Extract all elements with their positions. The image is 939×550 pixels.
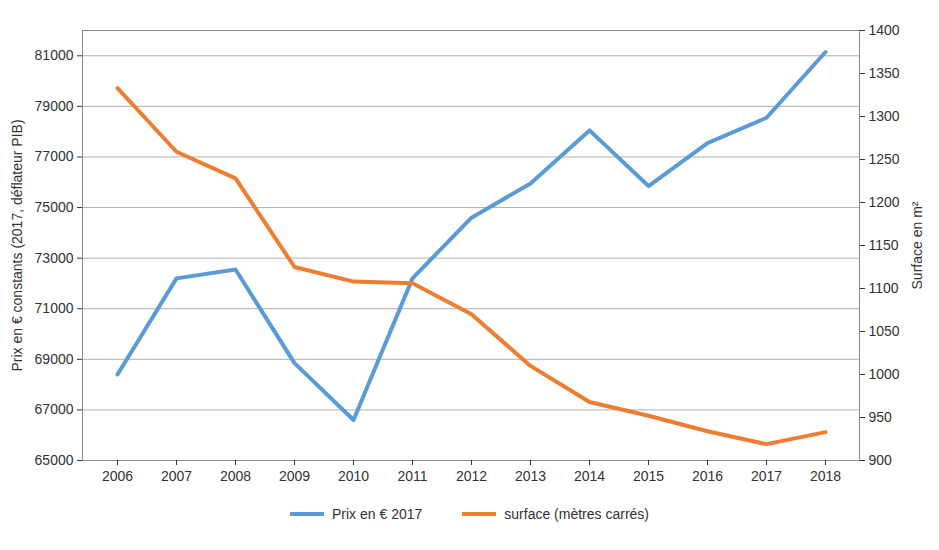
svg-text:77000: 77000 xyxy=(35,148,74,164)
svg-text:1150: 1150 xyxy=(869,237,899,253)
svg-text:950: 950 xyxy=(869,409,893,425)
svg-text:2011: 2011 xyxy=(397,468,427,484)
svg-text:75000: 75000 xyxy=(35,199,74,215)
svg-text:1050: 1050 xyxy=(869,323,900,339)
svg-text:1100: 1100 xyxy=(869,280,899,296)
svg-text:2018: 2018 xyxy=(810,468,841,484)
svg-text:71000: 71000 xyxy=(35,300,74,316)
svg-text:2012: 2012 xyxy=(456,468,487,484)
svg-text:1250: 1250 xyxy=(869,151,900,167)
svg-text:73000: 73000 xyxy=(35,250,74,266)
svg-text:2007: 2007 xyxy=(161,468,192,484)
svg-text:2013: 2013 xyxy=(515,468,546,484)
svg-text:1400: 1400 xyxy=(869,22,900,38)
svg-text:2017: 2017 xyxy=(751,468,782,484)
svg-text:67000: 67000 xyxy=(35,401,74,417)
svg-text:65000: 65000 xyxy=(35,452,74,468)
svg-text:2016: 2016 xyxy=(692,468,723,484)
html-text:surface (mètres carrés): surface (mètres carrés) xyxy=(504,506,649,522)
html-text:Prix en € 2017: Prix en € 2017 xyxy=(332,506,423,522)
svg-text:1200: 1200 xyxy=(869,194,900,210)
svg-text:1000: 1000 xyxy=(869,366,900,382)
svg-text:900: 900 xyxy=(869,452,893,468)
svg-text:2015: 2015 xyxy=(633,468,664,484)
svg-text:2008: 2008 xyxy=(220,468,251,484)
svg-text:Surface en m²: Surface en m² xyxy=(909,201,925,289)
svg-text:Prix en € constants (2017, déf: Prix en € constants (2017, déflateur PIB… xyxy=(9,119,25,371)
svg-text:81000: 81000 xyxy=(35,47,74,63)
svg-text:69000: 69000 xyxy=(35,351,74,367)
svg-text:1300: 1300 xyxy=(869,108,900,124)
svg-text:2010: 2010 xyxy=(338,468,369,484)
svg-text:79000: 79000 xyxy=(35,98,74,114)
svg-text:2006: 2006 xyxy=(102,468,133,484)
svg-text:2009: 2009 xyxy=(279,468,310,484)
svg-text:2014: 2014 xyxy=(574,468,605,484)
svg-text:1350: 1350 xyxy=(869,65,900,81)
